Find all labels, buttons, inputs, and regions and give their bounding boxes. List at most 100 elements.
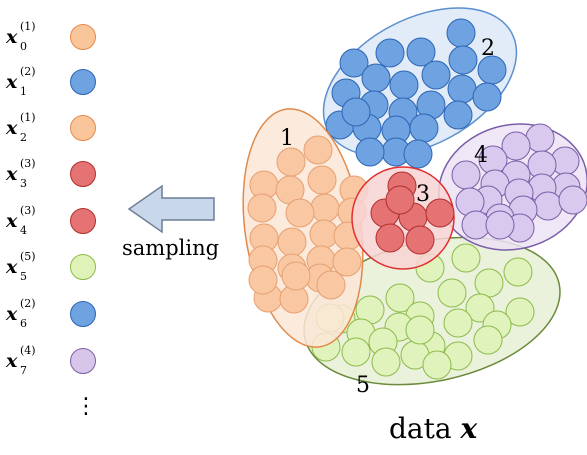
cluster-5: 5 bbox=[303, 236, 561, 398]
sample-variable: x (1) 2 bbox=[6, 111, 36, 144]
cluster-3: 3 bbox=[351, 166, 455, 270]
data-point bbox=[474, 268, 504, 298]
data-point bbox=[501, 131, 531, 161]
cluster-superscript: (2) bbox=[20, 297, 36, 310]
data-point bbox=[385, 283, 415, 313]
data-point bbox=[558, 185, 587, 215]
data-point bbox=[403, 139, 433, 169]
index-subscript: 6 bbox=[20, 317, 27, 330]
sample-dot bbox=[70, 24, 96, 50]
data-point bbox=[533, 191, 563, 221]
data-point bbox=[332, 247, 362, 277]
variable-symbol: x bbox=[6, 163, 18, 185]
data-point bbox=[409, 113, 439, 143]
data-point bbox=[437, 278, 467, 308]
cluster-label-1: 1 bbox=[280, 126, 294, 151]
sample-dot bbox=[70, 161, 96, 187]
data-point bbox=[421, 60, 451, 90]
sample-variable: x (2) 1 bbox=[6, 65, 36, 98]
cluster-2: 2 bbox=[322, 7, 518, 169]
cluster-superscript: (3) bbox=[20, 204, 36, 217]
cluster-superscript: (1) bbox=[20, 20, 36, 33]
cluster-label-3: 3 bbox=[416, 182, 430, 207]
data-point bbox=[503, 257, 533, 287]
cluster-label-2: 2 bbox=[481, 36, 495, 61]
sample-row: x (3) 3 bbox=[6, 157, 110, 191]
index-subscript: 5 bbox=[20, 270, 27, 283]
data-point bbox=[446, 18, 476, 48]
data-point bbox=[451, 243, 481, 273]
data-point bbox=[310, 193, 340, 223]
variable-symbol: x bbox=[6, 71, 18, 93]
index-subscript: 3 bbox=[20, 177, 27, 190]
sample-row: x (2) 6 bbox=[6, 297, 110, 331]
sample-row: x (3) 4 bbox=[6, 204, 110, 238]
sample-dot bbox=[70, 348, 96, 374]
index-subscript: 7 bbox=[20, 364, 27, 377]
sampling-label: sampling bbox=[122, 236, 220, 260]
variable-symbol: x bbox=[6, 350, 18, 372]
cluster-4: 4 bbox=[438, 123, 587, 251]
cluster-label-5: 5 bbox=[356, 373, 370, 398]
data-prefix: data bbox=[389, 412, 461, 445]
sample-dot bbox=[70, 69, 96, 95]
data-point bbox=[375, 223, 405, 253]
data-point bbox=[473, 325, 503, 355]
data-point bbox=[447, 74, 477, 104]
sample-variable: x (4) 7 bbox=[6, 344, 36, 377]
data-point bbox=[285, 198, 315, 228]
data-point bbox=[316, 270, 346, 300]
data-point bbox=[248, 265, 278, 295]
cluster-label-4: 4 bbox=[474, 143, 488, 168]
data-point bbox=[443, 100, 473, 130]
data-point bbox=[485, 210, 515, 240]
data-point bbox=[375, 38, 405, 68]
sample-row: x (5) 5 bbox=[6, 250, 110, 284]
sampling-arrow bbox=[127, 184, 215, 234]
index-subscript: 1 bbox=[20, 85, 27, 98]
data-point bbox=[307, 165, 337, 195]
variable-symbol: x bbox=[6, 303, 18, 325]
variable-symbol: x bbox=[6, 117, 18, 139]
sample-variable: x (1) 0 bbox=[6, 20, 36, 53]
variable-symbol: x bbox=[6, 210, 18, 232]
sample-variable: x (3) 3 bbox=[6, 157, 36, 190]
data-point bbox=[472, 82, 502, 112]
data-point bbox=[303, 135, 333, 165]
sample-row: x (1) 0 bbox=[6, 20, 110, 54]
cluster-1: 1 bbox=[242, 108, 369, 348]
data-point bbox=[276, 147, 306, 177]
cluster-superscript: (5) bbox=[20, 250, 36, 263]
data-point bbox=[341, 337, 371, 367]
data-point bbox=[406, 37, 436, 67]
sample-row: x (4) 7 bbox=[6, 344, 110, 378]
data-point bbox=[339, 48, 369, 78]
cluster-superscript: (3) bbox=[20, 157, 36, 170]
data-point bbox=[277, 227, 307, 257]
cluster-superscript: (4) bbox=[20, 344, 36, 357]
data-variable: x bbox=[460, 412, 478, 445]
data-point bbox=[385, 185, 415, 215]
data-point bbox=[405, 315, 435, 345]
data-point bbox=[281, 261, 311, 291]
data-point bbox=[448, 45, 478, 75]
sample-variable: x (5) 5 bbox=[6, 250, 36, 283]
cluster-superscript: (2) bbox=[20, 65, 36, 78]
data-point bbox=[247, 193, 277, 223]
sample-dot bbox=[70, 208, 96, 234]
sample-variable: x (2) 6 bbox=[6, 297, 36, 330]
data-x-label: data x bbox=[389, 412, 477, 445]
data-point bbox=[405, 225, 435, 255]
variable-symbol: x bbox=[6, 26, 18, 48]
data-point bbox=[422, 350, 452, 380]
cluster-superscript: (1) bbox=[20, 111, 36, 124]
more-samples-ellipsis: ⋮ bbox=[75, 394, 97, 419]
sample-dot bbox=[70, 115, 96, 141]
data-point bbox=[355, 137, 385, 167]
data-point bbox=[371, 347, 401, 377]
data-point bbox=[389, 70, 419, 100]
index-subscript: 2 bbox=[20, 131, 27, 144]
data-point bbox=[425, 198, 455, 228]
